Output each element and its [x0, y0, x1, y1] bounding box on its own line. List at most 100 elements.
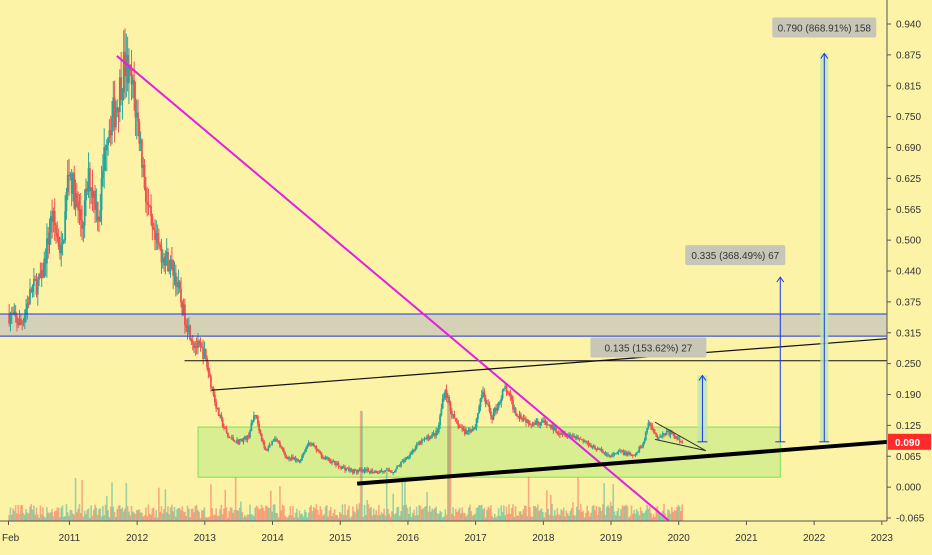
candle-body — [174, 272, 177, 287]
volume-bar — [432, 509, 435, 521]
candle-body — [79, 209, 82, 221]
candle-body — [379, 470, 382, 473]
volume-bar — [57, 507, 60, 521]
candle-body — [667, 431, 669, 433]
candle-body — [65, 192, 68, 212]
candle-body — [157, 243, 160, 245]
volume-bar — [618, 515, 621, 521]
candle-body — [331, 461, 333, 463]
volume-bar — [652, 514, 655, 521]
volume-bar — [620, 509, 622, 521]
volume-bar — [212, 515, 215, 521]
volume-bar — [621, 505, 624, 521]
candle-body — [306, 445, 309, 449]
volume-bar — [672, 511, 674, 521]
volume-bar — [484, 517, 487, 521]
candle-body — [627, 452, 630, 454]
candle-body — [535, 420, 538, 425]
volume-bar — [562, 507, 565, 521]
volume-bar — [342, 515, 345, 521]
volume-bar — [307, 512, 310, 521]
candle-body — [396, 466, 399, 470]
candle-body — [40, 270, 43, 279]
volume-bar — [479, 505, 482, 521]
candle-body — [125, 55, 128, 76]
candle-body — [52, 210, 55, 222]
volume-bar — [240, 501, 242, 521]
candle-body — [482, 391, 484, 395]
volume-bar — [557, 514, 560, 521]
candle-body — [268, 444, 271, 448]
candle-body — [445, 390, 448, 398]
candle-body — [358, 469, 361, 471]
candle-body — [573, 436, 576, 438]
volume-bar — [267, 507, 270, 521]
volume-bar — [441, 517, 444, 521]
volume-bar — [104, 504, 107, 521]
volume-bar — [109, 506, 112, 521]
candle-body — [470, 431, 473, 432]
candle-body — [600, 449, 603, 451]
candle-body — [168, 269, 171, 272]
candle-body — [233, 439, 236, 442]
volume-bar — [160, 506, 163, 521]
candle-body — [316, 450, 319, 452]
candle-body — [348, 468, 350, 471]
volume-bar — [577, 477, 579, 521]
time-tick-label: 2021 — [735, 533, 758, 544]
volume-bar — [76, 512, 78, 521]
candle-body — [592, 445, 595, 447]
candle-body — [474, 427, 477, 429]
volume-bar — [198, 511, 201, 521]
volume-bar — [423, 506, 426, 521]
candle-body — [424, 438, 427, 440]
volume-bar — [374, 514, 376, 521]
volume-bar — [299, 514, 302, 521]
volume-bar — [73, 514, 76, 521]
candle-body — [663, 433, 665, 435]
candle-body — [661, 433, 664, 436]
volume-bar — [602, 504, 604, 521]
volume-bar — [139, 512, 142, 521]
volume-bar — [443, 516, 445, 521]
volume-bar — [94, 504, 96, 521]
volume-bar — [194, 506, 197, 521]
volume-bar — [435, 506, 437, 521]
volume-bar — [34, 514, 36, 521]
candle-body — [264, 447, 267, 451]
candle-body — [229, 437, 232, 439]
candle-body — [199, 343, 202, 347]
volume-bar — [365, 515, 367, 521]
candle-body — [8, 314, 11, 324]
candle-body — [77, 201, 80, 211]
candle-body — [73, 173, 76, 209]
resistance-band-layer — [0, 314, 887, 337]
candle-body — [202, 347, 205, 359]
volume-bar — [525, 505, 527, 521]
volume-bar — [625, 504, 628, 521]
candle-body — [435, 430, 438, 436]
volume-bar — [177, 507, 180, 521]
candle-body — [194, 346, 197, 348]
volume-bar — [589, 516, 591, 521]
candle-body — [391, 471, 393, 473]
target-label-box — [685, 245, 786, 266]
volume-bar — [83, 510, 86, 521]
volume-bar — [431, 508, 434, 521]
volume-bar — [345, 515, 348, 521]
candle-body — [21, 323, 24, 325]
candle-body — [529, 424, 531, 426]
volume-bar — [79, 512, 82, 521]
volume-bar — [647, 508, 650, 521]
candle-body — [56, 233, 59, 237]
volume-bar — [513, 516, 516, 521]
candle-body — [301, 455, 303, 460]
candle-body — [460, 426, 462, 428]
volume-bar — [501, 511, 504, 521]
candle-body — [146, 202, 149, 205]
volume-bar — [17, 504, 20, 521]
volume-bar — [191, 508, 194, 521]
candle-body — [86, 188, 89, 192]
volume-bar — [55, 510, 57, 521]
candle-body — [552, 425, 555, 431]
